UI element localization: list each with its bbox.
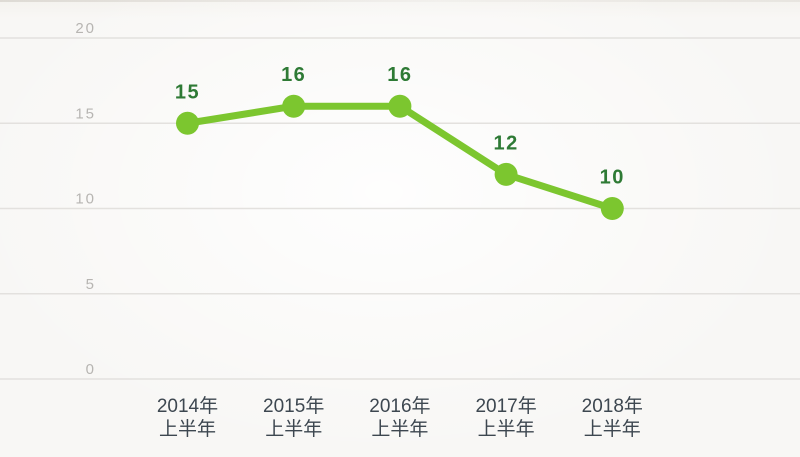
x-axis-category-label: 2014年上半年: [157, 395, 218, 440]
data-point-marker[interactable]: [282, 94, 306, 118]
y-axis-tick-label: 5: [86, 276, 96, 293]
data-point-value-label: 16: [281, 64, 306, 86]
data-point-value-label: 12: [493, 132, 518, 154]
data-point-marker[interactable]: [176, 111, 199, 135]
y-axis-tick-label: 20: [75, 20, 96, 37]
x-axis-category-label: 2016年上半年: [369, 395, 430, 440]
data-point-value-label: 16: [387, 64, 412, 86]
y-axis-tick-label: 10: [75, 191, 96, 208]
y-axis-tick-label: 15: [75, 105, 96, 122]
data-point-marker[interactable]: [494, 162, 518, 186]
data-point-marker[interactable]: [388, 94, 412, 118]
x-axis-category-label: 2017年上半年: [475, 395, 536, 440]
x-axis-category-label: 2015年上半年: [263, 395, 324, 440]
trend-line: [184, 102, 616, 212]
data-point-value-label: 10: [600, 167, 625, 189]
x-axis-category-label: 2018年上半年: [582, 395, 643, 440]
top-edge-shade: [0, 0, 800, 2]
data-point-marker[interactable]: [600, 197, 624, 220]
y-axis-tick-label: 0: [86, 361, 96, 378]
data-point-value-label: 15: [175, 81, 200, 103]
